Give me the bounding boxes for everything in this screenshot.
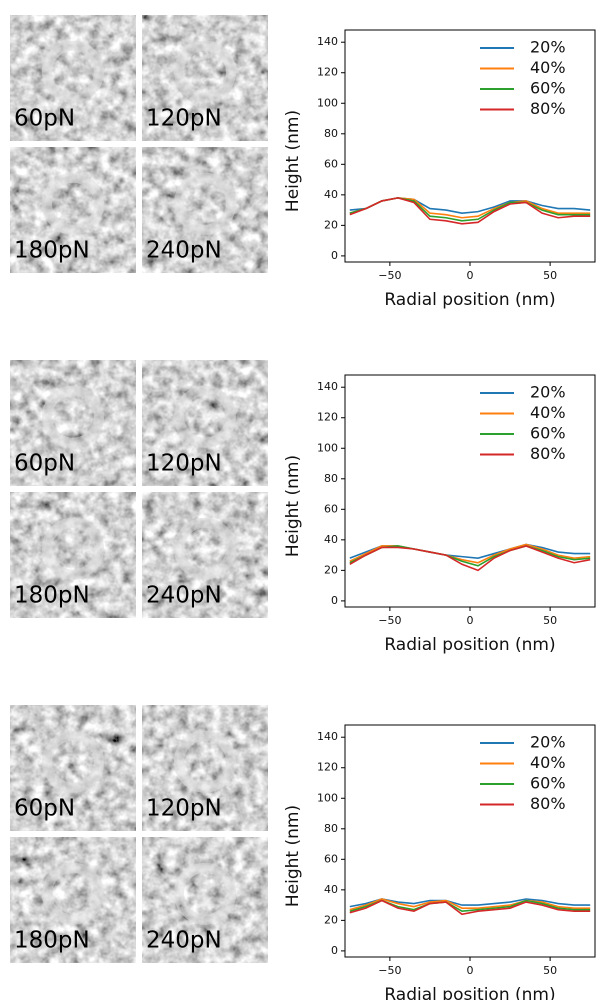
legend-label: 40% [530,753,566,772]
y-tick-label: 120 [317,761,338,774]
legend-label: 80% [530,99,566,118]
y-tick-label: 80 [324,472,338,485]
series-line [349,898,591,911]
image-label: 60pN [14,796,75,822]
afm-image [10,837,136,963]
x-axis-label: Radial position (nm) [384,985,555,1000]
afm-ring [42,862,104,925]
image-label: 60pN [14,451,75,477]
y-tick-label: 80 [324,127,338,140]
y-tick-label: 0 [331,249,338,262]
x-tick-label: 0 [467,269,474,282]
x-tick-label: 0 [467,614,474,627]
image-label: 180pN [14,928,90,954]
afm-image [10,360,136,486]
afm-ring [174,172,236,235]
y-tick-label: 40 [324,533,338,546]
y-tick-label: 120 [317,66,338,79]
afm-ring [42,385,104,448]
legend-label: 20% [530,383,566,402]
afm-image [142,492,268,618]
legend-label: 40% [530,403,566,422]
afm-image [10,147,136,273]
legend-label: 80% [530,444,566,463]
legend-label: 20% [530,733,566,752]
afm-ring [174,862,236,925]
image-label: 240pN [146,583,222,609]
x-tick-label: 0 [467,964,474,977]
afm-image [142,147,268,273]
y-tick-label: 0 [331,944,338,957]
x-tick-label: −50 [378,964,401,977]
afm-ring [174,385,236,448]
x-axis-label: Radial position (nm) [384,635,555,655]
y-tick-label: 40 [324,188,338,201]
image-label: 120pN [146,451,222,477]
y-axis-label: Height (nm) [283,455,303,557]
afm-ring [42,730,104,793]
y-tick-label: 40 [324,883,338,896]
y-tick-label: 60 [324,852,338,865]
x-axis-label: Radial position (nm) [384,290,555,310]
afm-ring [174,730,236,793]
y-tick-label: 20 [324,563,338,576]
y-tick-label: 140 [317,730,338,743]
y-axis-label: Height (nm) [283,110,303,212]
series-line [349,197,591,225]
afm-image [10,15,136,141]
y-tick-label: 140 [317,35,338,48]
afm-image [142,360,268,486]
y-tick-label: 120 [317,411,338,424]
afm-image [142,15,268,141]
y-tick-label: 60 [324,502,338,515]
image-label: 120pN [146,796,222,822]
y-tick-label: 60 [324,157,338,170]
afm-ring [42,40,104,103]
series-line [349,545,591,572]
afm-image [142,837,268,963]
legend-label: 60% [530,774,566,793]
legend-label: 60% [530,424,566,443]
image-label: 180pN [14,583,90,609]
image-label: 180pN [14,238,90,264]
afm-ring [174,40,236,103]
x-tick-label: 50 [543,614,557,627]
afm-image [10,705,136,831]
legend-label: 20% [530,38,566,57]
y-tick-label: 100 [317,96,338,109]
series-line [349,899,591,916]
x-tick-label: 50 [543,269,557,282]
x-tick-label: 50 [543,964,557,977]
x-tick-label: −50 [378,269,401,282]
afm-ring [42,517,104,580]
y-tick-label: 140 [317,380,338,393]
image-label: 120pN [146,106,222,132]
afm-image [10,492,136,618]
y-tick-label: 100 [317,441,338,454]
afm-image [142,705,268,831]
afm-ring [174,517,236,580]
afm-ring [42,172,104,235]
legend-label: 60% [530,79,566,98]
y-tick-label: 100 [317,791,338,804]
x-tick-label: −50 [378,614,401,627]
legend-label: 80% [530,794,566,813]
legend-label: 40% [530,58,566,77]
y-tick-label: 0 [331,594,338,607]
y-tick-label: 20 [324,218,338,231]
image-label: 240pN [146,238,222,264]
image-label: 60pN [14,106,75,132]
y-tick-label: 20 [324,913,338,926]
image-label: 240pN [146,928,222,954]
y-axis-label: Height (nm) [283,805,303,907]
y-tick-label: 80 [324,822,338,835]
